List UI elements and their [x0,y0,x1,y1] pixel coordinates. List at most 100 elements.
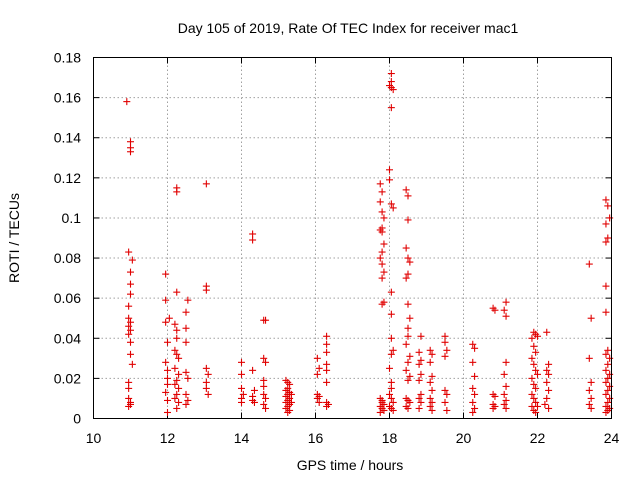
data-point [239,390,247,398]
data-point [428,398,436,406]
data-point [173,376,181,384]
data-point [173,390,181,398]
data-point [389,406,397,414]
data-point [602,408,610,416]
data-point [532,384,540,392]
data-point [250,386,258,394]
data-point [175,370,183,378]
data-point [378,300,386,308]
data-point [323,366,331,374]
data-point [386,390,393,398]
data-point [491,306,499,314]
data-point [175,354,183,362]
data-point [182,400,190,408]
data-point [541,400,549,408]
data-point [404,404,412,412]
data-point [443,390,451,398]
data-point [532,366,540,374]
data-point [262,316,270,324]
data-point [287,398,295,406]
data-point [378,274,386,282]
data-point [262,358,270,366]
data-point [441,386,449,394]
data-point [378,248,386,256]
data-point [404,332,412,340]
data-point [404,300,412,308]
data-point [184,396,192,404]
y-tick-label: 0.18 [54,50,81,66]
data-point [173,404,181,412]
data-point [402,366,410,374]
data-point [171,380,179,388]
data-point [587,394,595,402]
data-point [469,358,477,366]
data-point [471,372,479,380]
x-tick-label: 14 [234,430,250,446]
data-point [602,378,610,386]
data-point [164,374,171,382]
data-point [404,254,412,262]
data-point [530,360,538,368]
data-point [602,390,610,398]
data-point [532,408,540,416]
data-point [376,254,384,262]
data-point [127,290,134,298]
data-point [500,370,508,378]
data-point [543,328,551,336]
data-point [123,98,131,106]
data-point [380,406,388,414]
data-point [313,394,321,402]
data-point [162,388,170,396]
data-point [127,148,134,156]
data-point [127,338,134,346]
y-tick-label: 0.14 [54,130,81,146]
data-point [386,166,393,174]
data-point [260,376,268,384]
data-point [469,408,477,416]
data-point [378,396,386,404]
data-point [260,354,268,362]
data-point [545,386,553,394]
y-tick-label: 0.06 [54,290,81,306]
data-point [502,396,510,404]
data-point [415,404,423,412]
data-point [404,324,412,332]
data-point [532,398,540,406]
data-point [585,400,593,408]
data-point [606,382,614,390]
data-point [164,338,171,346]
data-point [528,354,536,362]
data-point [250,398,258,406]
data-point [175,398,183,406]
y-tick-label: 0.12 [54,170,81,186]
data-point [238,370,245,378]
data-point [202,286,210,294]
data-point [125,378,133,386]
data-point [428,406,436,414]
data-point [387,334,395,342]
data-point [415,348,423,356]
data-point [404,270,412,278]
data-point [173,326,181,334]
data-point [428,350,436,358]
data-point [604,386,612,394]
data-point [545,404,553,412]
grid-lines [93,57,612,419]
data-point [441,338,449,346]
data-point [389,86,397,94]
data-point [471,390,479,398]
data-point [417,390,425,398]
data-point [128,360,136,368]
data-point [127,318,134,326]
data-point [376,408,384,416]
data-point [184,296,192,304]
data-point [260,382,268,390]
data-point [602,308,610,316]
y-tick-label: 0.16 [54,90,81,106]
data-point [528,390,536,398]
data-point [417,398,425,406]
data-point [204,390,212,398]
data-point [602,196,610,204]
data-point [585,260,593,268]
data-point [604,360,612,368]
